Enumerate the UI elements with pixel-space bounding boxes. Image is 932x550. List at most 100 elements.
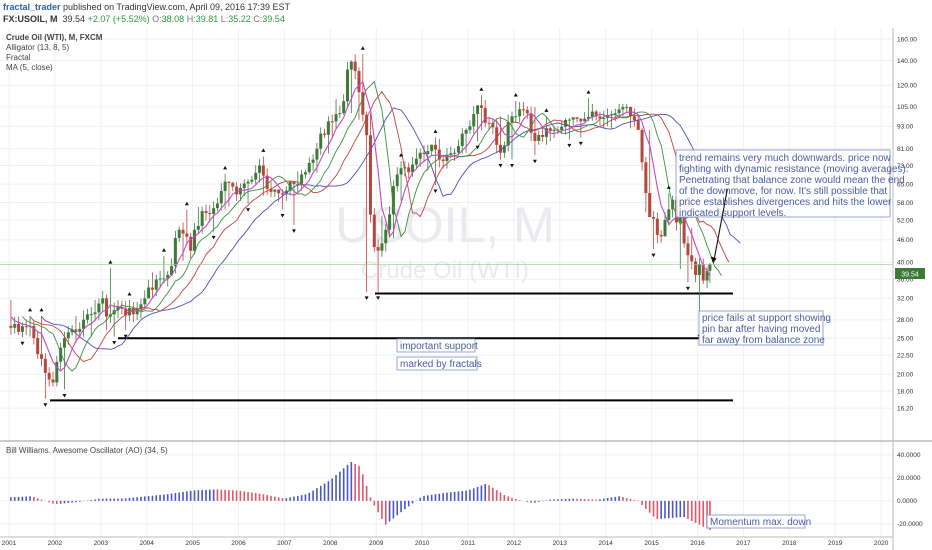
watermark-symbol: USOIL, M xyxy=(335,197,554,253)
candle-body xyxy=(17,323,21,332)
price-tick-label: 36.00 xyxy=(897,277,914,284)
time-tick-label: 2006 xyxy=(231,540,246,547)
candle-body xyxy=(342,101,346,114)
time-tick-label: 2017 xyxy=(736,540,751,547)
candle-body xyxy=(349,61,353,70)
candle-body xyxy=(200,211,204,226)
candle-body xyxy=(36,338,40,355)
time-tick-label: 2008 xyxy=(323,540,338,547)
candle-body xyxy=(269,188,273,192)
candle-body xyxy=(521,109,525,111)
time-tick-label: 2010 xyxy=(415,540,430,547)
candle-body xyxy=(330,121,334,123)
candle-body xyxy=(208,212,212,214)
candle-body xyxy=(487,122,491,124)
time-tick-label: 2001 xyxy=(2,540,17,547)
candle-body xyxy=(62,338,66,348)
candle-body xyxy=(590,111,594,117)
candle-body xyxy=(648,193,652,218)
ao-tick-label: -20.0000 xyxy=(897,521,923,528)
candle-body xyxy=(690,255,694,262)
candle-body xyxy=(250,179,254,182)
price-tick-label: 65.00 xyxy=(897,181,914,188)
time-tick-label: 2009 xyxy=(369,540,384,547)
price-tick-label: 22.50 xyxy=(897,352,914,359)
fractal-down xyxy=(246,208,251,212)
price-tick-label: 105.00 xyxy=(897,104,917,111)
fractal-up xyxy=(184,201,189,206)
candle-body xyxy=(357,71,361,93)
time-tick-label: 2013 xyxy=(553,540,568,547)
candle-body xyxy=(506,122,510,146)
candle-body xyxy=(346,69,350,102)
candle-body xyxy=(59,347,63,362)
candle-body xyxy=(365,114,369,136)
candle-body xyxy=(196,225,200,230)
time-tick-label: 2007 xyxy=(277,540,292,547)
candle-body xyxy=(70,329,74,333)
publisher-user[interactable]: fractal_trader xyxy=(3,2,61,12)
svg-text:trend remains very much downwa: trend remains very much downwards. price… xyxy=(679,153,892,164)
candle-body xyxy=(154,279,158,290)
candle-body xyxy=(655,218,659,235)
candle-body xyxy=(456,146,460,153)
fractal-down xyxy=(433,189,438,194)
fractal-down xyxy=(280,213,285,218)
candle-body xyxy=(105,298,109,317)
fractal-up xyxy=(28,307,33,312)
candle-body xyxy=(625,106,629,108)
candle-body xyxy=(93,312,97,315)
annotation-momentum: Momentum max. down xyxy=(706,514,811,529)
candle-body xyxy=(468,126,472,130)
fractal-down xyxy=(651,253,656,258)
fractal-up xyxy=(479,87,484,91)
indicator-ma: MA (5, close) xyxy=(6,63,53,72)
candle-body xyxy=(254,172,258,180)
candle-body xyxy=(426,151,430,154)
candle-body xyxy=(544,128,548,137)
fractal-down xyxy=(567,143,572,148)
candle-body xyxy=(185,233,189,237)
fractal-up xyxy=(223,165,228,170)
candle-body xyxy=(353,61,357,72)
ao-bars xyxy=(10,461,711,531)
candle-body xyxy=(411,164,415,173)
annotation-pinbar: price fails at support showing pin bar a… xyxy=(698,310,831,346)
candle-body xyxy=(303,172,307,175)
candle-body xyxy=(388,214,392,230)
svg-text:important support: important support xyxy=(400,341,478,352)
candle-body xyxy=(594,111,598,117)
candle-body xyxy=(613,113,617,115)
low-value: 35.22 xyxy=(228,14,251,24)
time-tick-label: 2016 xyxy=(690,540,705,547)
candle-body xyxy=(173,237,177,267)
candle-body xyxy=(560,126,564,130)
candle-body xyxy=(280,193,284,195)
price-tick-label: 120.00 xyxy=(897,83,917,90)
time-tick-label: 2003 xyxy=(94,540,109,547)
candle-body xyxy=(441,159,445,162)
candle-body xyxy=(189,236,193,251)
candle-body xyxy=(407,167,411,173)
fractal-up xyxy=(666,185,671,189)
price-chart[interactable]: USOIL, M Crude Oil (WTI) 160.00 140.00 120… xyxy=(0,28,932,550)
candle-body xyxy=(479,105,483,108)
fractal-down xyxy=(62,394,67,398)
candle-body xyxy=(567,119,571,121)
price-tick-label: 18.00 xyxy=(897,388,914,395)
candle-body xyxy=(380,243,384,251)
moving-averages xyxy=(10,80,741,372)
published-text: published on TradingView.com, April 09, … xyxy=(63,2,291,12)
candle-body xyxy=(97,303,101,313)
candle-body xyxy=(334,114,338,122)
candle-body xyxy=(261,165,265,176)
fractal-down xyxy=(211,235,216,240)
candle-body xyxy=(609,114,613,116)
fractal-up xyxy=(513,92,518,97)
time-tick-label: 2015 xyxy=(644,540,659,547)
fractal-up xyxy=(39,307,44,312)
candle-body xyxy=(162,278,166,280)
price-tick-label: 20.00 xyxy=(897,371,914,378)
candle-body xyxy=(85,314,89,320)
candle-body xyxy=(215,203,219,209)
